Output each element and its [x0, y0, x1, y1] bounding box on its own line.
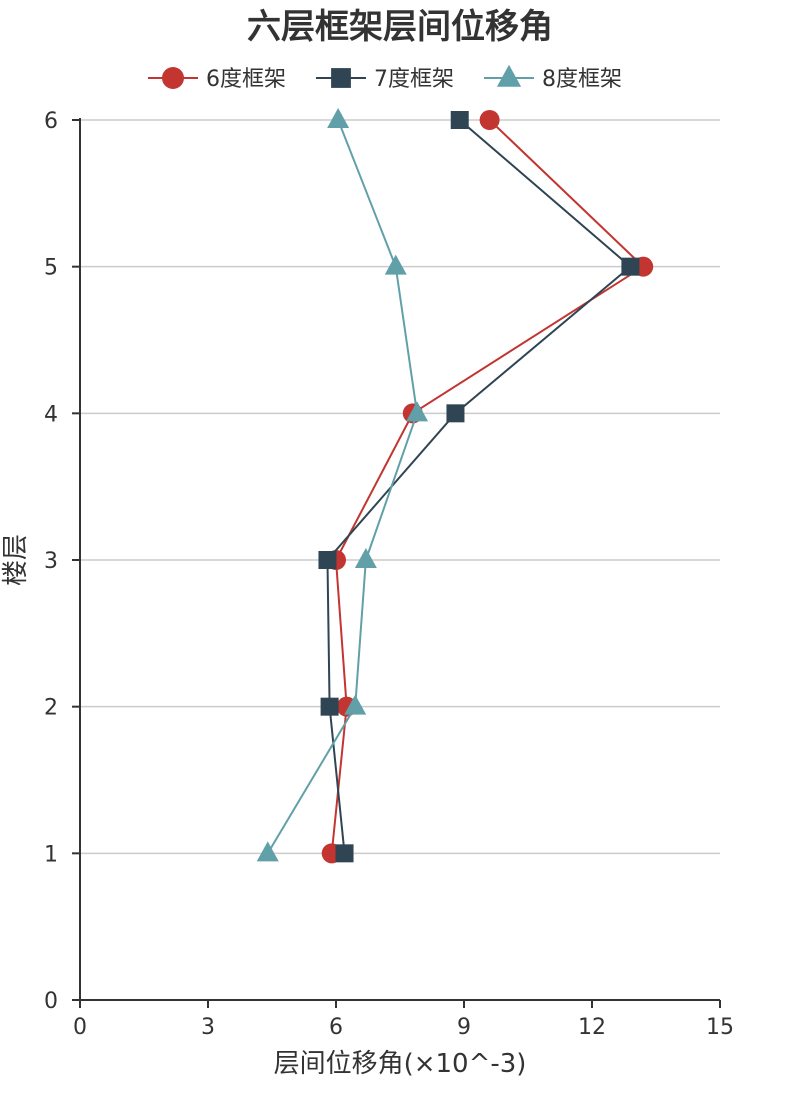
y-tick-label: 3	[44, 549, 58, 574]
x-tick-label: 9	[457, 1015, 471, 1040]
legend-label: 8度框架	[542, 67, 622, 92]
y-tick-label: 2	[44, 696, 58, 721]
data-point[interactable]	[446, 404, 465, 423]
series-1	[321, 110, 654, 864]
y-tick-label: 0	[44, 989, 58, 1014]
y-tick-label: 6	[44, 109, 58, 134]
x-tick-label: 12	[578, 1015, 606, 1040]
legend[interactable]: 6度框架 7度框架 8度框架	[148, 64, 622, 92]
data-point[interactable]	[256, 841, 279, 862]
legend-item-3[interactable]: 8度框架	[484, 64, 622, 92]
x-axis-title: 层间位移角(×10^-3)	[274, 1049, 527, 1079]
series-layer	[256, 108, 654, 864]
grid-lines	[80, 119, 720, 855]
legend-marker[interactable]	[496, 64, 522, 87]
x-tick-label: 15	[706, 1015, 734, 1040]
legend-item-1[interactable]: 6度框架	[148, 67, 286, 92]
data-point[interactable]	[354, 548, 377, 568]
x-tick-label: 6	[329, 1015, 343, 1040]
data-point[interactable]	[621, 257, 640, 276]
data-point[interactable]	[344, 694, 367, 715]
data-point[interactable]	[406, 401, 429, 422]
data-point[interactable]	[320, 697, 339, 716]
data-point[interactable]	[327, 108, 350, 128]
chart-title: 六层框架层间位移角	[247, 7, 553, 47]
x-tick-label: 3	[201, 1015, 215, 1040]
series-line	[330, 119, 645, 854]
series-2	[318, 111, 640, 863]
series-3	[256, 108, 429, 862]
x-tick-label: 0	[73, 1015, 87, 1040]
legend-marker[interactable]	[162, 67, 184, 89]
legend-marker[interactable]	[331, 68, 351, 88]
y-tick-label: 4	[44, 402, 58, 427]
data-point[interactable]	[318, 551, 337, 569]
y-tick-label: 5	[44, 256, 58, 281]
y-tick-label: 1	[44, 842, 58, 867]
data-point[interactable]	[479, 110, 500, 130]
data-point[interactable]	[384, 254, 407, 275]
series-line	[326, 119, 632, 854]
legend-label: 7度框架	[374, 67, 454, 92]
data-point[interactable]	[335, 844, 354, 863]
series-line	[266, 119, 419, 854]
y-axis-title: 楼层	[1, 534, 31, 586]
legend-item-2[interactable]: 7度框架	[316, 67, 454, 92]
data-point[interactable]	[450, 111, 469, 129]
legend-label: 6度框架	[206, 67, 286, 92]
